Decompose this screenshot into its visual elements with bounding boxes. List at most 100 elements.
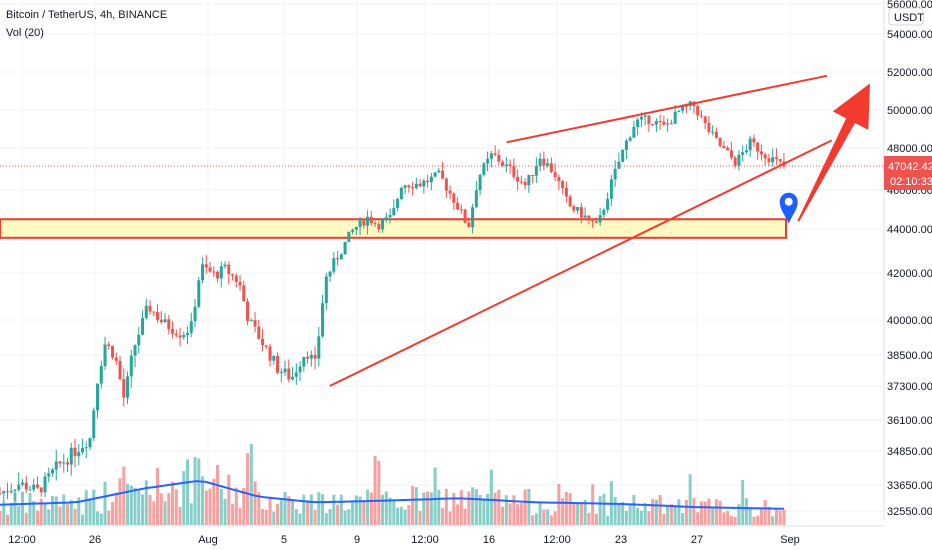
candle-body[interactable]: [531, 174, 535, 176]
candle-body[interactable]: [512, 166, 516, 177]
candle-body[interactable]: [707, 122, 711, 133]
candle-body[interactable]: [159, 319, 163, 323]
candle-body[interactable]: [463, 209, 467, 223]
candle-body[interactable]: [126, 376, 130, 398]
candle-body[interactable]: [167, 319, 171, 330]
lower-trendline[interactable]: [329, 139, 833, 387]
candle-body[interactable]: [741, 152, 745, 155]
candle-body[interactable]: [17, 484, 21, 490]
candle-body[interactable]: [324, 276, 328, 304]
candle-body[interactable]: [493, 153, 497, 155]
candle-body[interactable]: [358, 219, 362, 227]
candle-body[interactable]: [234, 275, 238, 282]
candle-body[interactable]: [534, 166, 538, 176]
candle-body[interactable]: [212, 271, 216, 273]
candle-body[interactable]: [249, 320, 253, 322]
candle-body[interactable]: [628, 137, 632, 141]
candle-body[interactable]: [182, 335, 186, 338]
candle-body[interactable]: [508, 164, 512, 167]
candle-body[interactable]: [763, 154, 767, 159]
candle-body[interactable]: [152, 311, 156, 313]
candle-body[interactable]: [384, 217, 388, 220]
candle-body[interactable]: [283, 368, 287, 372]
candle-body[interactable]: [227, 264, 231, 275]
candle-body[interactable]: [114, 357, 118, 361]
candle-body[interactable]: [178, 335, 182, 338]
candle-body[interactable]: [99, 366, 103, 384]
candle-body[interactable]: [332, 258, 336, 272]
candle-body[interactable]: [373, 223, 377, 225]
candle-body[interactable]: [677, 110, 681, 112]
candle-body[interactable]: [201, 264, 205, 281]
candle-body[interactable]: [339, 254, 343, 260]
candle-body[interactable]: [471, 207, 475, 228]
candle-body[interactable]: [219, 266, 223, 279]
candle-body[interactable]: [257, 326, 261, 339]
candle-body[interactable]: [538, 158, 542, 167]
candle-body[interactable]: [381, 219, 385, 230]
location-pin-icon[interactable]: [779, 192, 798, 224]
candle-body[interactable]: [43, 476, 47, 493]
candle-body[interactable]: [658, 120, 662, 122]
candle-body[interactable]: [606, 198, 610, 210]
candle-body[interactable]: [163, 319, 167, 323]
candle-body[interactable]: [193, 306, 197, 322]
candle-body[interactable]: [204, 264, 208, 268]
candle-body[interactable]: [69, 447, 73, 465]
candle-body[interactable]: [279, 371, 283, 373]
candle-body[interactable]: [62, 462, 66, 464]
candle-body[interactable]: [328, 271, 332, 277]
candle-body[interactable]: [643, 115, 647, 117]
support-zone[interactable]: [0, 218, 787, 239]
candle-body[interactable]: [542, 158, 546, 166]
candle-body[interactable]: [231, 274, 235, 276]
candle-body[interactable]: [467, 222, 471, 228]
candle-body[interactable]: [291, 376, 295, 380]
candle-body[interactable]: [39, 487, 43, 493]
candle-body[interactable]: [579, 207, 583, 218]
candle-body[interactable]: [576, 207, 580, 211]
candle-body[interactable]: [444, 178, 448, 191]
candle-body[interactable]: [433, 172, 437, 177]
candle-body[interactable]: [411, 187, 415, 189]
candle-body[interactable]: [81, 447, 85, 453]
candle-body[interactable]: [268, 346, 272, 361]
candle-body[interactable]: [482, 163, 486, 175]
candle-body[interactable]: [141, 318, 145, 335]
candle-body[interactable]: [238, 281, 242, 286]
candle-body[interactable]: [602, 209, 606, 216]
candle-body[interactable]: [617, 161, 621, 169]
candle-body[interactable]: [103, 344, 107, 367]
candle-body[interactable]: [639, 116, 643, 120]
candle-body[interactable]: [774, 157, 778, 160]
candle-body[interactable]: [429, 176, 433, 183]
candle-body[interactable]: [276, 356, 280, 373]
candle-body[interactable]: [527, 174, 531, 186]
candle-body[interactable]: [403, 185, 407, 188]
candle-body[interactable]: [264, 345, 268, 347]
candle-body[interactable]: [144, 305, 148, 319]
candle-body[interactable]: [261, 338, 265, 346]
candle-body[interactable]: [58, 461, 62, 464]
candle-body[interactable]: [242, 285, 246, 302]
candle-body[interactable]: [497, 154, 501, 162]
candle-body[interactable]: [336, 258, 340, 260]
candle-body[interactable]: [186, 332, 190, 336]
candle-body[interactable]: [77, 452, 81, 457]
candle-body[interactable]: [107, 344, 111, 347]
candle-body[interactable]: [321, 303, 325, 337]
candle-body[interactable]: [632, 126, 636, 138]
candle-body[interactable]: [366, 216, 370, 226]
candle-body[interactable]: [174, 333, 178, 336]
candle-body[interactable]: [396, 198, 400, 208]
candle-body[interactable]: [54, 461, 58, 470]
up-arrow-drawing[interactable]: [797, 83, 870, 222]
candle-body[interactable]: [13, 489, 17, 491]
candle-body[interactable]: [549, 163, 553, 173]
candle-body[interactable]: [621, 149, 625, 162]
candle-body[interactable]: [347, 231, 351, 242]
candle-body[interactable]: [0, 493, 2, 495]
candle-body[interactable]: [294, 372, 298, 377]
